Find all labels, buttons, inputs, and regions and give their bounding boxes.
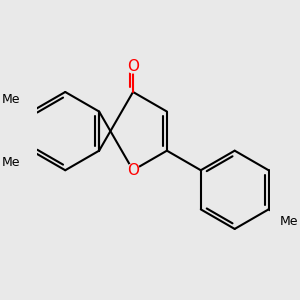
Text: Me: Me <box>2 156 20 169</box>
Circle shape <box>127 60 140 73</box>
Text: O: O <box>127 59 139 74</box>
Text: O: O <box>127 163 139 178</box>
Text: Me: Me <box>280 214 298 228</box>
Circle shape <box>127 164 140 177</box>
Text: Me: Me <box>2 93 20 106</box>
